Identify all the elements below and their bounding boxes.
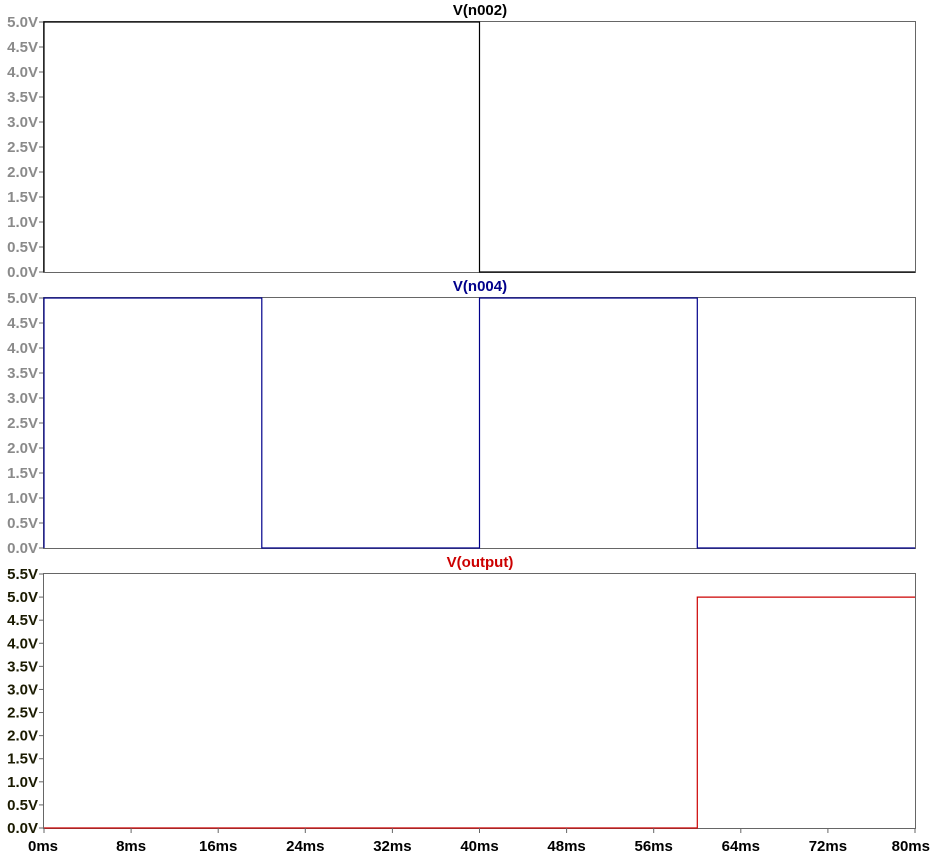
y-tick-label: 4.5V bbox=[7, 39, 38, 56]
trace-line[interactable] bbox=[43, 297, 915, 549]
x-tick-label: 16ms bbox=[199, 838, 237, 855]
y-tick-label: 5.0V bbox=[7, 14, 38, 31]
y-tick-labels: 0.0V 0.5V 1.0V 1.5V 2.0V 2.5V 3.0V 3.5V 4.0V 4.5V… bbox=[7, 290, 44, 557]
y-tick-label: 0.0V bbox=[7, 264, 38, 281]
y-tick-labels: 0.0V 0.5V 1.0V 1.5V 2.0V 2.5V 3.0V 3.5V 4.0V 4.5V… bbox=[7, 566, 44, 837]
plot-pane-n004[interactable]: V(n004) 0.0V 0.5V 1.0V 1.5V 2.0V 2.5V 3.0V 3.5V… bbox=[7, 278, 916, 557]
x-axis: 0ms 8ms 16ms 24ms 32ms 40ms 48ms 56ms 64ms 72ms 80… bbox=[28, 828, 930, 855]
y-tick-label: 1.5V bbox=[7, 751, 38, 768]
plot-title: V(n002) bbox=[453, 2, 507, 19]
x-tick-label: 24ms bbox=[286, 838, 324, 855]
x-tick-label: 8ms bbox=[116, 838, 146, 855]
y-tick-label: 0.0V bbox=[7, 820, 38, 837]
plot-frame bbox=[43, 573, 916, 829]
y-tick-label: 1.5V bbox=[7, 189, 38, 206]
y-tick-label: 4.5V bbox=[7, 612, 38, 629]
y-tick-label: 3.0V bbox=[7, 114, 38, 131]
x-tick-label: 80ms bbox=[892, 838, 930, 855]
y-tick-label: 3.5V bbox=[7, 658, 38, 675]
plot-title: V(output) bbox=[447, 554, 514, 571]
x-tick-label: 48ms bbox=[547, 838, 585, 855]
y-tick-label: 3.5V bbox=[7, 365, 38, 382]
y-tick-label: 5.0V bbox=[7, 290, 38, 307]
y-tick-label: 4.0V bbox=[7, 635, 38, 652]
y-tick-label: 0.5V bbox=[7, 797, 38, 814]
y-tick-label: 3.0V bbox=[7, 390, 38, 407]
y-tick-label: 4.5V bbox=[7, 315, 38, 332]
y-tick-label: 5.5V bbox=[7, 566, 38, 583]
x-tick-label: 72ms bbox=[809, 838, 847, 855]
y-tick-label: 1.0V bbox=[7, 214, 38, 231]
y-tick-label: 0.5V bbox=[7, 239, 38, 256]
trace-line[interactable] bbox=[44, 596, 915, 829]
y-tick-label: 0.0V bbox=[7, 540, 38, 557]
plot-pane-output[interactable]: V(output) 0.0V 0.5V 1.0V 1.5V 2.0V 2.5V 3.0V 3.… bbox=[7, 554, 916, 837]
y-tick-label: 1.5V bbox=[7, 465, 38, 482]
plot-pane-n002[interactable]: V(n002) 0.0V 0.5V 1.0V 1.5V 2.0V 2.5V 3.0V 3.5V… bbox=[7, 2, 916, 281]
y-tick-label: 0.5V bbox=[7, 515, 38, 532]
x-tick-label: 0ms bbox=[28, 838, 58, 855]
y-tick-label: 2.5V bbox=[7, 139, 38, 156]
y-tick-label: 3.5V bbox=[7, 89, 38, 106]
y-tick-label: 2.0V bbox=[7, 164, 38, 181]
y-tick-label: 1.0V bbox=[7, 490, 38, 507]
y-tick-label: 2.5V bbox=[7, 415, 38, 432]
y-tick-label: 1.0V bbox=[7, 774, 38, 791]
y-tick-label: 2.0V bbox=[7, 440, 38, 457]
y-tick-label: 2.0V bbox=[7, 728, 38, 745]
x-tick-label: 32ms bbox=[373, 838, 411, 855]
y-tick-label: 4.0V bbox=[7, 340, 38, 357]
y-tick-label: 3.0V bbox=[7, 681, 38, 698]
y-tick-label: 2.5V bbox=[7, 705, 38, 722]
x-tick-label: 56ms bbox=[635, 838, 673, 855]
x-tick-label: 40ms bbox=[460, 838, 498, 855]
trace-line[interactable] bbox=[43, 21, 915, 273]
x-tick-label: 64ms bbox=[722, 838, 760, 855]
plot-title: V(n004) bbox=[453, 278, 507, 295]
y-tick-label: 5.0V bbox=[7, 589, 38, 606]
y-tick-label: 4.0V bbox=[7, 64, 38, 81]
y-tick-labels: 0.0V 0.5V 1.0V 1.5V 2.0V 2.5V 3.0V 3.5V 4.0V 4.5V… bbox=[7, 14, 44, 281]
